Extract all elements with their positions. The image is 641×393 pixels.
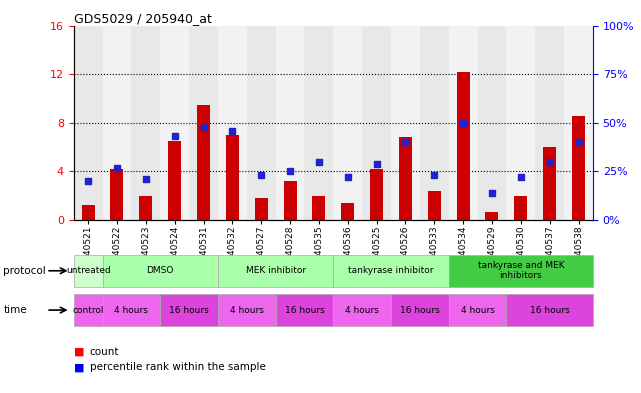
Bar <box>139 196 153 220</box>
Point <box>515 174 526 180</box>
Bar <box>218 294 276 326</box>
Bar <box>218 26 247 220</box>
Point <box>228 127 238 134</box>
Bar <box>276 294 333 326</box>
Point <box>574 139 584 145</box>
Point <box>487 190 497 196</box>
Bar <box>449 294 506 326</box>
Bar <box>449 255 593 287</box>
Bar <box>74 255 103 287</box>
Bar <box>226 135 239 220</box>
Bar <box>131 26 160 220</box>
Point <box>199 123 209 130</box>
Point <box>169 133 179 140</box>
Bar <box>160 294 218 326</box>
Bar <box>160 26 189 220</box>
Text: 4 hours: 4 hours <box>461 306 494 314</box>
Text: 4 hours: 4 hours <box>115 306 148 314</box>
Text: untreated: untreated <box>66 266 110 275</box>
Point <box>256 172 267 178</box>
Bar <box>370 169 383 220</box>
Bar <box>449 26 478 220</box>
Bar <box>506 294 593 326</box>
Text: DMSO: DMSO <box>147 266 174 275</box>
Text: GDS5029 / 205940_at: GDS5029 / 205940_at <box>74 12 212 25</box>
Bar <box>420 26 449 220</box>
Point <box>400 139 410 145</box>
Bar <box>506 26 535 220</box>
Bar <box>197 105 210 220</box>
Bar <box>391 294 449 326</box>
Point <box>112 164 122 171</box>
Point <box>285 168 295 174</box>
Bar <box>362 26 391 220</box>
Bar <box>247 26 276 220</box>
Bar <box>168 141 181 220</box>
Text: tankyrase and MEK
inhibitors: tankyrase and MEK inhibitors <box>478 261 564 281</box>
Bar <box>543 147 556 220</box>
Text: 16 hours: 16 hours <box>529 306 570 314</box>
Point <box>83 178 94 184</box>
Bar <box>81 206 95 220</box>
Text: 4 hours: 4 hours <box>230 306 263 314</box>
Bar <box>478 26 506 220</box>
Text: time: time <box>3 305 27 315</box>
Point <box>458 119 468 126</box>
Bar <box>564 26 593 220</box>
Bar <box>333 255 449 287</box>
Text: ■: ■ <box>74 347 84 357</box>
Bar <box>110 169 124 220</box>
Bar <box>304 26 333 220</box>
Point <box>545 158 555 165</box>
Bar <box>514 196 528 220</box>
Bar <box>103 294 160 326</box>
Text: control: control <box>72 306 104 314</box>
Bar <box>74 26 103 220</box>
Point <box>342 174 353 180</box>
Text: tankyrase inhibitor: tankyrase inhibitor <box>348 266 434 275</box>
Bar <box>333 26 362 220</box>
Bar <box>572 116 585 220</box>
Bar <box>391 26 420 220</box>
Bar <box>456 72 470 220</box>
Text: 4 hours: 4 hours <box>345 306 379 314</box>
Text: percentile rank within the sample: percentile rank within the sample <box>90 362 265 373</box>
Bar <box>341 203 354 220</box>
Text: 16 hours: 16 hours <box>285 306 324 314</box>
Text: MEK inhibitor: MEK inhibitor <box>246 266 306 275</box>
Bar <box>189 26 218 220</box>
Bar <box>218 255 333 287</box>
Point <box>314 158 324 165</box>
Text: 16 hours: 16 hours <box>169 306 209 314</box>
Bar <box>312 196 326 220</box>
Point <box>372 160 382 167</box>
Bar <box>254 198 268 220</box>
Bar <box>485 211 499 220</box>
Bar <box>103 255 218 287</box>
Text: protocol: protocol <box>3 266 46 276</box>
Text: ■: ■ <box>74 362 84 373</box>
Bar <box>428 191 441 220</box>
Point <box>140 176 151 182</box>
Bar <box>283 181 297 220</box>
Bar <box>399 138 412 220</box>
Bar <box>535 26 564 220</box>
Point <box>429 172 440 178</box>
Bar <box>276 26 304 220</box>
Bar <box>333 294 391 326</box>
Text: 16 hours: 16 hours <box>400 306 440 314</box>
Bar <box>103 26 131 220</box>
Text: count: count <box>90 347 119 357</box>
Bar <box>74 294 103 326</box>
